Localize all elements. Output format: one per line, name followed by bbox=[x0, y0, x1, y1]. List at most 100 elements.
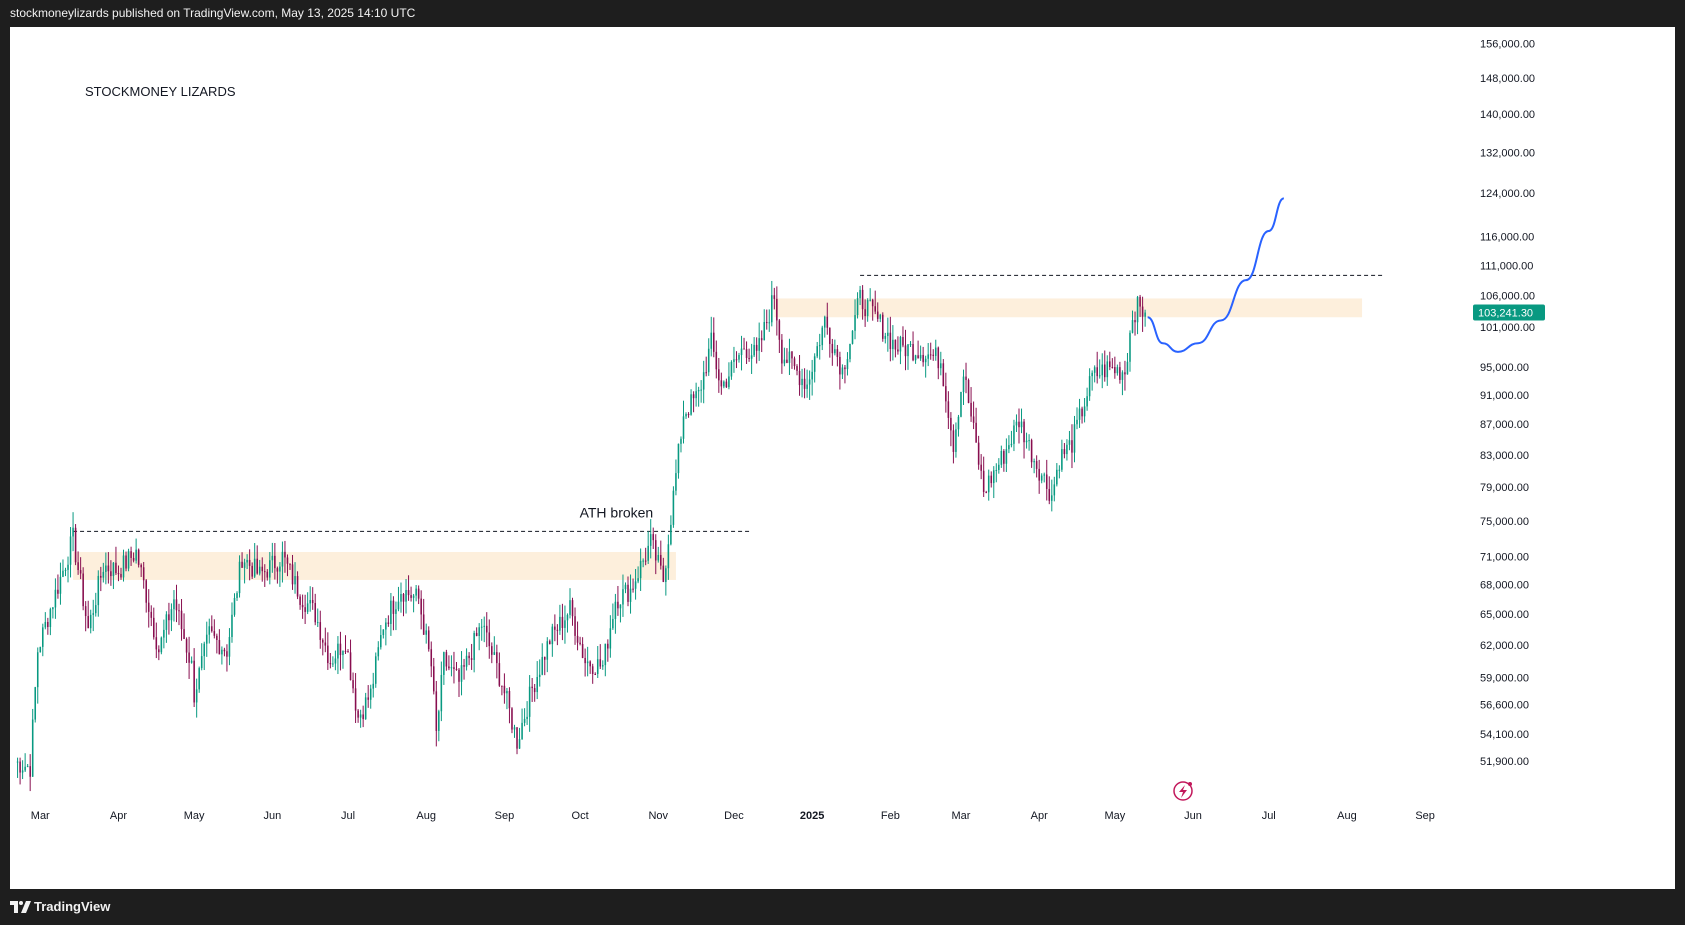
candle bbox=[743, 337, 745, 350]
candle bbox=[24, 753, 26, 772]
candle bbox=[627, 576, 629, 607]
candle bbox=[612, 603, 614, 630]
candle-body bbox=[498, 663, 501, 686]
candle bbox=[160, 636, 163, 655]
candle-body bbox=[985, 491, 987, 493]
candle-body bbox=[284, 551, 286, 558]
candle-body bbox=[836, 349, 839, 357]
candle-body bbox=[675, 473, 677, 491]
candle-body bbox=[1000, 450, 1003, 465]
candle-body bbox=[599, 659, 602, 667]
candle-body bbox=[294, 576, 296, 585]
candle bbox=[899, 335, 902, 365]
candle bbox=[533, 683, 536, 702]
x-tick-label: 2025 bbox=[800, 810, 824, 822]
candle-body bbox=[579, 642, 581, 644]
candle bbox=[1000, 445, 1003, 468]
candle-body bbox=[357, 710, 359, 718]
candle-body bbox=[554, 626, 556, 630]
candle-body bbox=[773, 295, 776, 299]
candle-body bbox=[359, 714, 362, 718]
candle-body bbox=[1061, 449, 1063, 470]
candle-body bbox=[738, 355, 740, 360]
price-axis[interactable]: 156,000.00 148,000.00 140,000.00 132,000.00… bbox=[1473, 39, 1545, 768]
candle bbox=[882, 312, 884, 342]
candle-body bbox=[715, 351, 718, 370]
candle-body bbox=[932, 354, 935, 356]
candle bbox=[927, 343, 929, 367]
candle bbox=[629, 574, 632, 614]
candle bbox=[291, 554, 294, 590]
candle bbox=[279, 562, 281, 587]
candle-body bbox=[1121, 372, 1124, 380]
candle-body bbox=[841, 367, 844, 375]
candle bbox=[980, 454, 982, 480]
candle bbox=[866, 298, 869, 322]
candle bbox=[849, 343, 851, 363]
candle-body bbox=[700, 389, 702, 391]
current-price-label: 103,241.30 bbox=[1478, 308, 1533, 320]
candle-body bbox=[271, 555, 274, 561]
candle bbox=[889, 316, 892, 362]
candle-body bbox=[468, 655, 470, 659]
candle bbox=[861, 285, 864, 320]
candle bbox=[228, 628, 231, 666]
candle bbox=[387, 615, 390, 627]
candle bbox=[453, 651, 455, 684]
y-tick-label: 59,000.00 bbox=[1480, 672, 1529, 684]
candle bbox=[834, 339, 836, 356]
candle bbox=[84, 601, 87, 632]
candle bbox=[569, 588, 571, 619]
x-tick-label: Sep bbox=[1415, 810, 1435, 822]
candle bbox=[864, 299, 866, 327]
candle bbox=[826, 302, 829, 335]
candle-body bbox=[392, 600, 395, 614]
candle bbox=[536, 661, 538, 700]
candle bbox=[185, 637, 188, 663]
candle bbox=[531, 678, 533, 702]
candle-body bbox=[869, 299, 871, 301]
candle-body bbox=[808, 379, 811, 385]
y-tick-label: 91,000.00 bbox=[1480, 390, 1529, 402]
time-axis[interactable]: Mar Apr May Jun Jul Aug Sep Oct Nov Dec 2025 Feb Mar… bbox=[31, 810, 1435, 822]
candle-body bbox=[349, 652, 352, 681]
candle bbox=[1088, 368, 1091, 401]
candle-body bbox=[218, 639, 221, 655]
chart-frame[interactable]: ATH broken 156,000.00 148,000.00 140,000.0… bbox=[10, 27, 1675, 889]
candle bbox=[385, 618, 387, 646]
candle-body bbox=[962, 376, 965, 392]
candle bbox=[723, 380, 725, 389]
candle bbox=[748, 348, 750, 362]
candle-body bbox=[382, 629, 385, 636]
candle-body bbox=[238, 561, 241, 594]
candle-body bbox=[160, 637, 163, 653]
candle-body bbox=[1083, 406, 1086, 417]
candle-body bbox=[763, 322, 766, 341]
candle bbox=[357, 708, 359, 723]
candle bbox=[284, 540, 286, 573]
candle bbox=[405, 579, 407, 614]
candle-body bbox=[1003, 450, 1005, 464]
candle bbox=[372, 672, 375, 698]
candle-body bbox=[569, 600, 571, 615]
candle-body bbox=[387, 622, 390, 624]
candle-body bbox=[473, 632, 475, 660]
candle-body bbox=[551, 626, 554, 645]
price-chart[interactable]: ATH broken 156,000.00 148,000.00 140,000.0… bbox=[10, 27, 1675, 889]
candle bbox=[788, 338, 791, 375]
candle-body bbox=[263, 571, 266, 573]
candle bbox=[248, 549, 251, 581]
candle-body bbox=[781, 339, 783, 364]
candle-body bbox=[97, 575, 100, 606]
candle bbox=[543, 656, 546, 676]
candle bbox=[158, 645, 160, 661]
candle-body bbox=[574, 616, 576, 636]
candle-body bbox=[140, 564, 142, 568]
x-tick-label: Nov bbox=[648, 810, 668, 822]
candle-body bbox=[1103, 364, 1106, 378]
candle-body bbox=[874, 306, 876, 312]
snapshot-icon[interactable] bbox=[1173, 781, 1193, 801]
candle bbox=[26, 763, 29, 768]
candle-body bbox=[541, 656, 544, 675]
candle bbox=[705, 356, 707, 377]
